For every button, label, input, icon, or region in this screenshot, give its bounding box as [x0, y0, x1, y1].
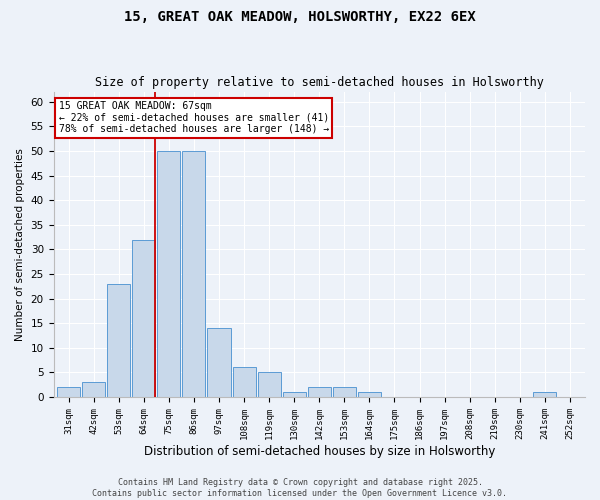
Bar — [157, 151, 181, 397]
Bar — [107, 284, 130, 397]
Bar — [82, 382, 105, 397]
Text: 15, GREAT OAK MEADOW, HOLSWORTHY, EX22 6EX: 15, GREAT OAK MEADOW, HOLSWORTHY, EX22 6… — [124, 10, 476, 24]
Bar — [283, 392, 306, 397]
Title: Size of property relative to semi-detached houses in Holsworthy: Size of property relative to semi-detach… — [95, 76, 544, 90]
Y-axis label: Number of semi-detached properties: Number of semi-detached properties — [15, 148, 25, 341]
Bar — [333, 387, 356, 397]
Bar — [233, 368, 256, 397]
X-axis label: Distribution of semi-detached houses by size in Holsworthy: Distribution of semi-detached houses by … — [143, 444, 495, 458]
Bar — [57, 387, 80, 397]
Bar — [358, 392, 381, 397]
Bar — [208, 328, 230, 397]
Text: Contains HM Land Registry data © Crown copyright and database right 2025.
Contai: Contains HM Land Registry data © Crown c… — [92, 478, 508, 498]
Bar — [132, 240, 155, 397]
Bar — [533, 392, 556, 397]
Bar — [182, 151, 205, 397]
Bar — [257, 372, 281, 397]
Text: 15 GREAT OAK MEADOW: 67sqm
← 22% of semi-detached houses are smaller (41)
78% of: 15 GREAT OAK MEADOW: 67sqm ← 22% of semi… — [59, 101, 329, 134]
Bar — [308, 387, 331, 397]
